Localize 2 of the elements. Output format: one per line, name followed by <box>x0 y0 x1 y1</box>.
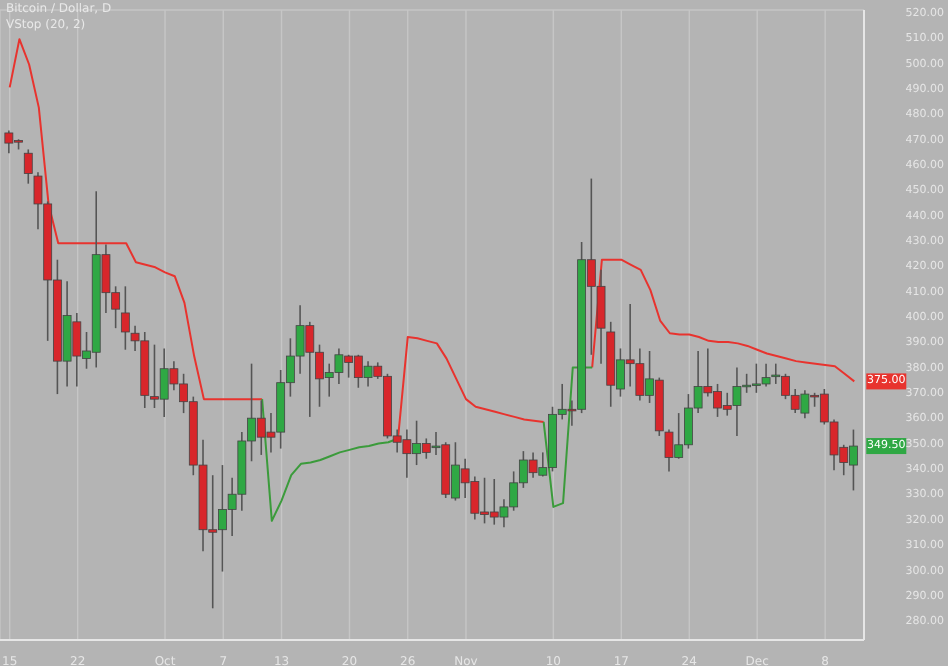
candlestick <box>120 285 130 351</box>
candlestick <box>23 148 33 185</box>
